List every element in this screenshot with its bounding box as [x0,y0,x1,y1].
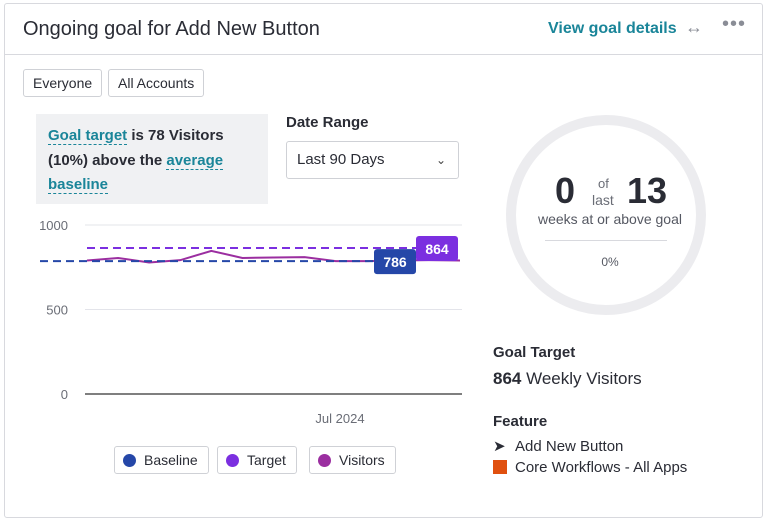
app-color-icon [493,460,507,474]
legend-label: Visitors [339,452,385,468]
progress-caption: weeks at or above goal [538,211,682,227]
goal-text: is 78 Visitors (10%) above the [48,127,224,169]
card-title: Ongoing goal for Add New Button [23,18,320,40]
feature-app-text: Core Workflows - All Apps [515,459,688,476]
goal-description: Goal target is 78 Visitors (10%) above t… [36,114,268,204]
baseline-label-bg [374,249,416,275]
of-label: of [598,176,609,191]
goal-target-unit: Weekly Visitors [521,369,642,388]
goal-target-link[interactable]: Goal target [48,127,128,145]
target-label-bg [416,235,458,261]
visitors-dot-icon [318,454,331,467]
legend-target[interactable]: Target [217,446,297,474]
legend-visitors[interactable]: Visitors [309,446,396,474]
date-range-select[interactable]: Last 90 Days ⌄ [286,141,459,179]
cursor-icon: ➤ [493,438,506,455]
progress-percent: 0% [601,255,619,269]
goal-card: Ongoing goal for Add New Button View goa… [4,3,763,518]
account-filter[interactable]: All Accounts [108,69,205,97]
weeks-achieved: 0 [555,170,576,211]
last-label: last [592,192,614,208]
feature-name-text: Add New Button [515,438,624,455]
goal-target-heading: Goal Target [493,344,576,361]
feature-name[interactable]: ➤ Add New Button [493,437,623,455]
card-header: Ongoing goal for Add New Button View goa… [5,4,762,55]
legend-label: Target [247,452,286,468]
more-options-icon[interactable]: ••• [722,13,747,35]
legend-baseline[interactable]: Baseline [114,446,209,474]
chevron-down-icon: ⌄ [435,153,446,167]
progress-ring [506,115,706,315]
feature-app[interactable]: Core Workflows - All Apps [493,459,687,476]
feature-heading: Feature [493,413,548,430]
y-tick-label: 500 [46,303,68,318]
goal-target-value: 864 Weekly Visitors [493,369,642,389]
target-value-label: 864 [425,241,449,257]
baseline-dot-icon [123,454,136,467]
target-dot-icon [226,454,239,467]
x-tick-label: Jul 2024 [315,411,364,426]
line-chart: 0 500 1000 Jul 2024 786 864 [39,218,462,426]
y-tick-label: 1000 [39,218,68,233]
divider [545,240,667,241]
legend-label: Baseline [144,452,198,468]
y-tick-label: 0 [61,387,68,402]
goal-target-number: 864 [493,369,522,388]
average-baseline-link[interactable]: average baseline [48,151,224,194]
date-range-label: Date Range [286,114,369,131]
weeks-total: 13 [627,170,668,211]
baseline-value-label: 786 [383,254,407,270]
view-goal-details-link[interactable]: View goal details [548,20,677,37]
date-range-value: Last 90 Days [297,151,385,168]
segment-filter[interactable]: Everyone [23,69,103,97]
expand-icon[interactable]: ↔ [685,17,703,37]
